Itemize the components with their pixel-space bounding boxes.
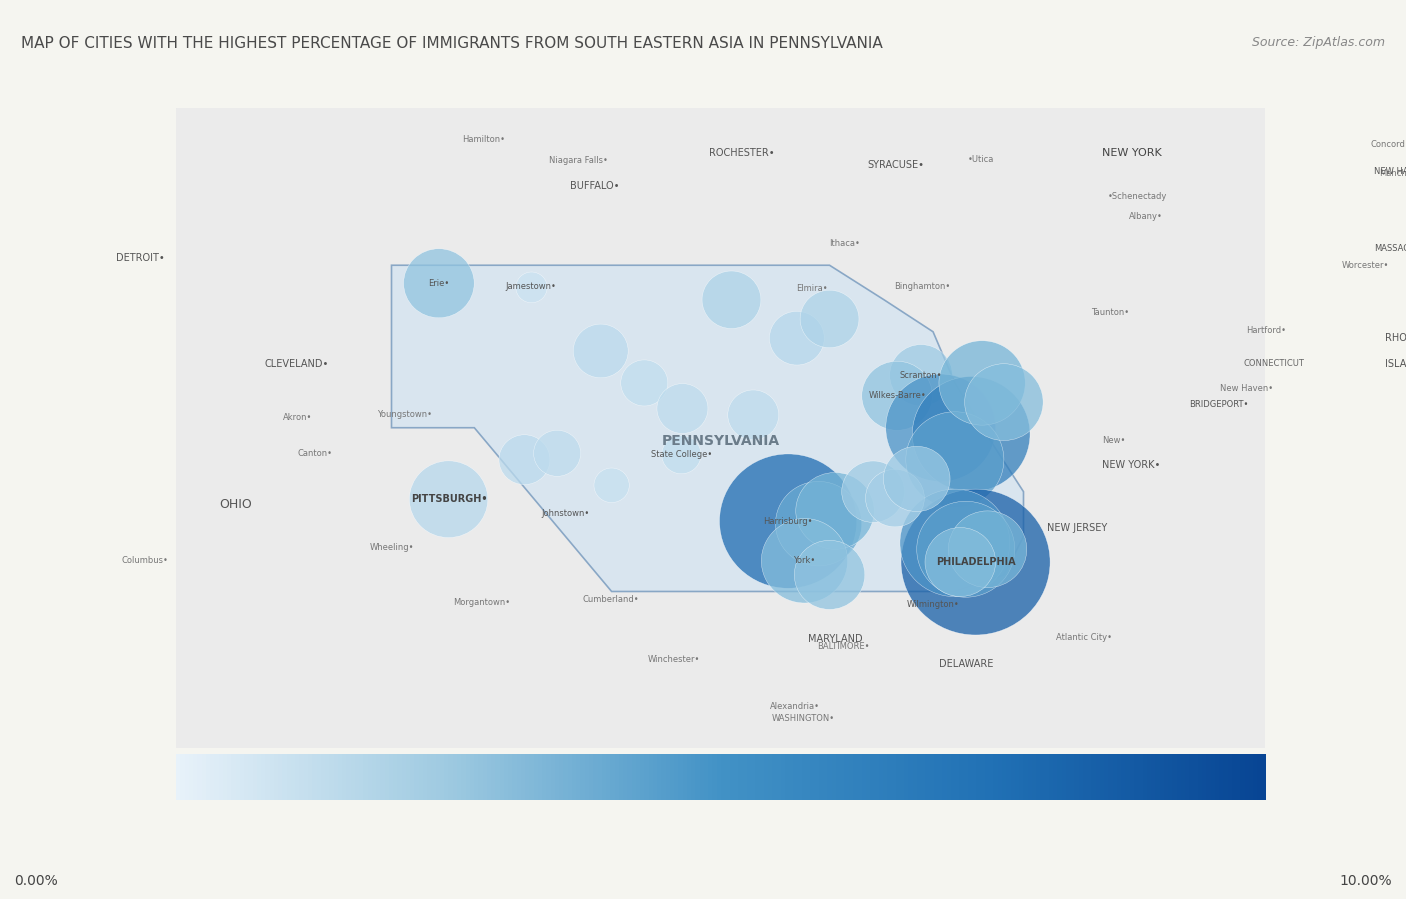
Text: SYRACUSE•: SYRACUSE• bbox=[868, 160, 925, 171]
Ellipse shape bbox=[404, 249, 474, 318]
Ellipse shape bbox=[965, 364, 1043, 441]
Text: BUFFALO•: BUFFALO• bbox=[571, 181, 620, 191]
Ellipse shape bbox=[516, 272, 547, 303]
Polygon shape bbox=[1102, 299, 1265, 748]
Ellipse shape bbox=[862, 361, 932, 431]
Ellipse shape bbox=[917, 502, 1015, 597]
Text: PHILADELPHIA: PHILADELPHIA bbox=[936, 557, 1015, 567]
Text: NEW YORK•: NEW YORK• bbox=[1102, 459, 1160, 470]
Text: MAP OF CITIES WITH THE HIGHEST PERCENTAGE OF IMMIGRANTS FROM SOUTH EASTERN ASIA : MAP OF CITIES WITH THE HIGHEST PERCENTAG… bbox=[21, 36, 883, 51]
Text: WASHINGTON•: WASHINGTON• bbox=[772, 714, 835, 723]
Text: Wilmington•: Wilmington• bbox=[907, 600, 959, 609]
Ellipse shape bbox=[702, 271, 761, 328]
Text: New Haven•: New Haven• bbox=[1219, 384, 1272, 393]
Text: OHIO: OHIO bbox=[219, 498, 252, 511]
Text: Youngstown•: Youngstown• bbox=[377, 411, 432, 420]
Ellipse shape bbox=[912, 377, 1031, 492]
Text: 10.00%: 10.00% bbox=[1340, 874, 1392, 888]
Text: New•: New• bbox=[1102, 436, 1125, 445]
Text: Hamilton•: Hamilton• bbox=[463, 136, 505, 145]
Text: Wheeling•: Wheeling• bbox=[370, 544, 415, 553]
Text: ROCHESTER•: ROCHESTER• bbox=[709, 147, 775, 157]
Polygon shape bbox=[391, 265, 1024, 592]
Text: Elmira•: Elmira• bbox=[796, 284, 827, 293]
Text: Scranton•: Scranton• bbox=[900, 370, 942, 379]
Text: Albany•: Albany• bbox=[1129, 212, 1163, 221]
Text: Worcester•: Worcester• bbox=[1341, 261, 1389, 270]
Text: Harrisburg•: Harrisburg• bbox=[763, 517, 813, 526]
Text: State College•: State College• bbox=[651, 450, 711, 459]
Text: PENNSYLVANIA: PENNSYLVANIA bbox=[661, 433, 780, 448]
Ellipse shape bbox=[901, 489, 1050, 635]
Ellipse shape bbox=[794, 540, 865, 610]
Ellipse shape bbox=[409, 461, 488, 538]
Ellipse shape bbox=[948, 511, 1026, 588]
Text: RHO: RHO bbox=[1385, 334, 1406, 343]
Text: Source: ZipAtlas.com: Source: ZipAtlas.com bbox=[1251, 36, 1385, 49]
Text: ISLA: ISLA bbox=[1385, 359, 1406, 369]
Ellipse shape bbox=[593, 468, 630, 503]
Text: Binghamton•: Binghamton• bbox=[894, 282, 950, 291]
Ellipse shape bbox=[657, 384, 709, 433]
Text: MARYLAND: MARYLAND bbox=[807, 634, 862, 644]
Ellipse shape bbox=[939, 341, 1025, 425]
Text: Atlantic City•: Atlantic City• bbox=[1056, 633, 1112, 642]
Text: 0.00%: 0.00% bbox=[14, 874, 58, 888]
Text: Manchester•: Manchester• bbox=[1379, 169, 1406, 178]
Ellipse shape bbox=[800, 290, 859, 348]
Text: Taunton•: Taunton• bbox=[1091, 308, 1129, 317]
Text: CLEVELAND•: CLEVELAND• bbox=[264, 359, 329, 369]
Text: •Utica: •Utica bbox=[967, 155, 994, 164]
Text: BRIDGEPORT•: BRIDGEPORT• bbox=[1189, 400, 1249, 409]
Ellipse shape bbox=[499, 435, 550, 485]
Text: Akron•: Akron• bbox=[283, 413, 312, 422]
Text: DELAWARE: DELAWARE bbox=[938, 659, 993, 670]
Text: York•: York• bbox=[793, 556, 815, 565]
Ellipse shape bbox=[890, 344, 952, 406]
Text: NEW HAMPS: NEW HAMPS bbox=[1374, 167, 1406, 176]
Text: PITTSBURGH•: PITTSBURGH• bbox=[411, 494, 488, 504]
Text: Ithaca•: Ithaca• bbox=[830, 239, 860, 248]
Ellipse shape bbox=[900, 489, 1010, 597]
Text: •Schenectady: •Schenectady bbox=[1108, 191, 1167, 200]
Ellipse shape bbox=[728, 390, 779, 440]
Ellipse shape bbox=[842, 461, 904, 522]
Text: Niagara Falls•: Niagara Falls• bbox=[550, 156, 609, 165]
Text: Erie•: Erie• bbox=[429, 279, 450, 288]
Ellipse shape bbox=[662, 435, 702, 474]
Text: Concord•: Concord• bbox=[1369, 140, 1406, 149]
Text: MASSACHUSET: MASSACHUSET bbox=[1374, 245, 1406, 254]
Text: BALTIMORE•: BALTIMORE• bbox=[817, 642, 870, 651]
Text: Jamestown•: Jamestown• bbox=[506, 282, 557, 291]
Text: CONNECTICUT: CONNECTICUT bbox=[1243, 360, 1305, 369]
Text: DETROIT•: DETROIT• bbox=[115, 253, 165, 263]
Ellipse shape bbox=[621, 360, 668, 406]
Ellipse shape bbox=[883, 446, 950, 512]
Text: Hartford•: Hartford• bbox=[1246, 326, 1285, 335]
Text: Columbus•: Columbus• bbox=[121, 556, 169, 565]
Polygon shape bbox=[176, 108, 1265, 748]
Text: Canton•: Canton• bbox=[298, 449, 333, 458]
Ellipse shape bbox=[866, 469, 924, 527]
Text: Johnstown•: Johnstown• bbox=[541, 509, 591, 518]
Text: Wilkes-Barre•: Wilkes-Barre• bbox=[869, 391, 927, 400]
Text: NEW YORK: NEW YORK bbox=[1102, 147, 1161, 157]
Ellipse shape bbox=[769, 311, 824, 365]
Text: Cumberland•: Cumberland• bbox=[582, 594, 638, 603]
Ellipse shape bbox=[761, 519, 848, 603]
Ellipse shape bbox=[776, 482, 862, 565]
Text: Winchester•: Winchester• bbox=[648, 654, 700, 663]
Polygon shape bbox=[176, 108, 568, 274]
Ellipse shape bbox=[905, 412, 1004, 508]
Ellipse shape bbox=[720, 454, 856, 588]
Ellipse shape bbox=[796, 473, 875, 549]
Ellipse shape bbox=[925, 528, 995, 597]
Text: Morgantown•: Morgantown• bbox=[454, 599, 510, 608]
Ellipse shape bbox=[534, 431, 581, 476]
Text: Alexandria•: Alexandria• bbox=[769, 702, 820, 711]
Ellipse shape bbox=[886, 374, 995, 482]
Ellipse shape bbox=[574, 325, 628, 378]
Text: NEW JERSEY: NEW JERSEY bbox=[1047, 522, 1108, 532]
